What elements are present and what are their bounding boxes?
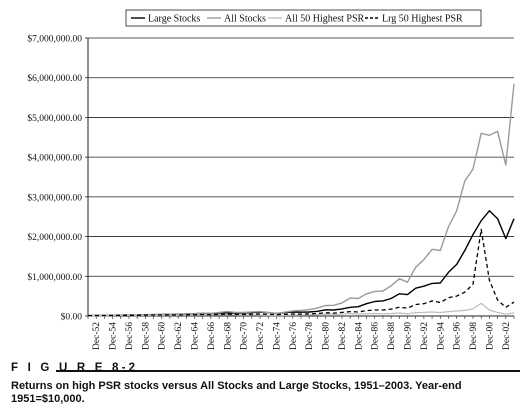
x-tick-label: Dec-80 (322, 322, 332, 350)
y-tick-label: $1,000,000.00 (27, 272, 82, 283)
x-tick-label: Dec-70 (240, 322, 250, 350)
gridlines (88, 37, 514, 317)
x-tick-label: Dec-86 (371, 322, 381, 350)
y-tick-label: $3,000,000.00 (27, 192, 82, 203)
x-tick-label: Dec-94 (436, 322, 446, 350)
legend-label: Large Stocks (148, 14, 200, 25)
y-tick-label: $6,000,000.00 (27, 73, 82, 84)
x-tick-label: Dec-00 (485, 322, 495, 350)
x-tick-label: Dec-68 (223, 322, 233, 350)
x-tick-label: Dec-92 (420, 322, 430, 350)
x-tick-label: Dec-66 (207, 322, 217, 350)
y-tick-label: $4,000,000.00 (27, 153, 82, 164)
x-tick-label: Dec-56 (125, 322, 135, 350)
y-tick-label: $7,000,000.00 (27, 34, 82, 45)
x-tick-label: Dec-96 (453, 322, 463, 350)
figure-label: F I G U R E 8-2 (11, 362, 139, 374)
legend-label: All 50 Highest PSR (285, 14, 365, 25)
y-tick-label: $0.00 (61, 312, 83, 323)
x-tick-label: Dec-52 (92, 322, 102, 350)
x-tick-label: Dec-82 (338, 322, 348, 350)
x-tick-label: Dec-58 (141, 322, 151, 350)
legend: Large Stocks All Stocks All 50 Highest PSR… (125, 9, 482, 27)
x-tick-label: Dec-88 (387, 322, 397, 350)
line-chart: $0.00 $1,000,000.00 $2,000,000.00 $3,000,00… (27, 9, 515, 350)
series-lines (87, 83, 515, 317)
legend-box (125, 9, 482, 27)
series-line (87, 210, 515, 317)
series-line (88, 228, 515, 317)
legend-label: Lrg 50 Highest PSR (382, 14, 463, 25)
x-tick-label: Dec-76 (289, 322, 299, 350)
x-tick-label: Dec-60 (158, 322, 168, 350)
y-tick-label: $2,000,000.00 (27, 232, 82, 243)
y-tick-label: $5,000,000.00 (27, 113, 82, 124)
x-tick-label: Dec-54 (109, 322, 119, 350)
figure-rule (56, 370, 520, 372)
x-axis: Dec-52 Dec-54 Dec-56 Dec-58 Dec-60 Dec-62 Dec-… (87, 315, 515, 350)
series-line (88, 83, 515, 317)
x-tick-label: Dec-64 (191, 322, 201, 350)
x-tick-label: Dec-02 (502, 322, 512, 350)
x-tick-label: Dec-98 (469, 322, 479, 350)
x-tick-label: Dec-90 (404, 322, 414, 350)
x-tick-label: Dec-84 (354, 322, 364, 350)
x-tick-label: Dec-72 (256, 322, 266, 350)
x-tick-label: Dec-78 (305, 322, 315, 350)
x-tick-label: Dec-62 (174, 322, 184, 350)
x-tick-label: Dec-74 (272, 322, 282, 350)
legend-label: All Stocks (224, 14, 266, 25)
y-axis: $0.00 $1,000,000.00 $2,000,000.00 $3,000,00… (27, 34, 89, 323)
figure-caption: Returns on high PSR stocks versus All St… (11, 380, 462, 405)
